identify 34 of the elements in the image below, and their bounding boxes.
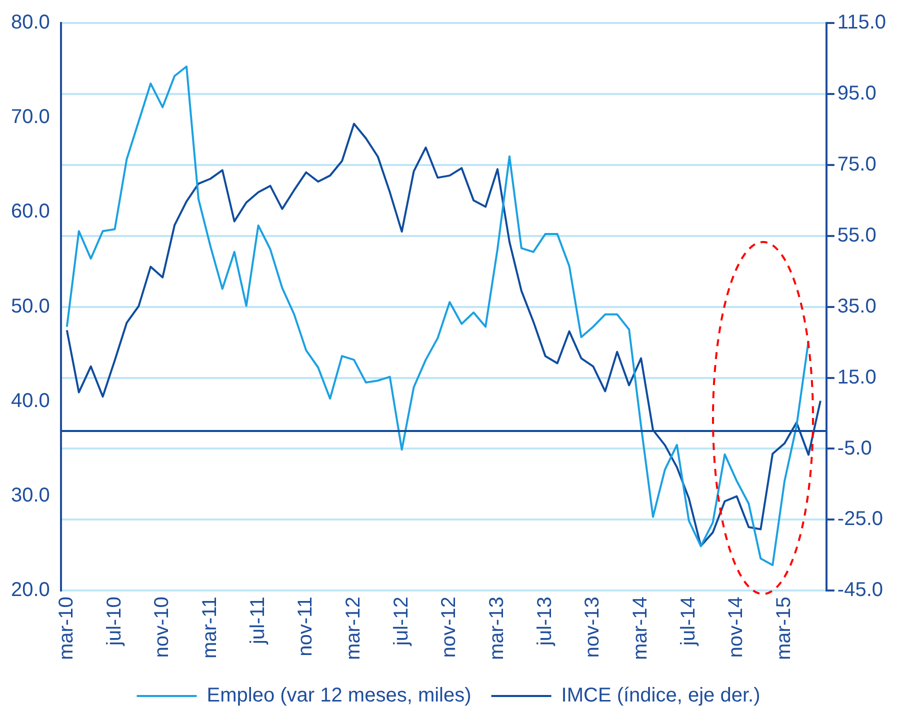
x-tick-label: jul-14 xyxy=(677,596,700,647)
y2-tick-label: -45.0 xyxy=(837,579,884,602)
y2-tick-label: -5.0 xyxy=(837,437,872,460)
y-tick-label: 30.0 xyxy=(10,484,50,507)
y2-tick-label: -25.0 xyxy=(837,508,884,530)
y2-tick-label: 95.0 xyxy=(837,82,876,104)
x-tick-label: nov-13 xyxy=(582,596,604,658)
x-tick-label: jul-12 xyxy=(390,596,412,647)
x-tick-label: mar-10 xyxy=(55,596,78,660)
y2-tick-label: 115.0 xyxy=(837,12,886,34)
y-tick-label: 20.0 xyxy=(10,579,50,602)
y2-tick-label: 75.0 xyxy=(837,153,876,176)
x-tick-label: nov-11 xyxy=(294,596,317,656)
x-tick-label: nov-12 xyxy=(438,596,460,658)
x-tick-label: jul-10 xyxy=(103,596,126,647)
x-tick-label: nov-14 xyxy=(725,596,748,658)
y-tick-label: 40.0 xyxy=(10,390,50,412)
x-tick-label: jul-11 xyxy=(246,596,269,646)
legend-label: IMCE (índice, eje der.) xyxy=(561,684,760,707)
y-tick-label: 60.0 xyxy=(10,200,50,223)
legend-label: Empleo (var 12 meses, miles) xyxy=(206,684,472,707)
y2-tick-label: 35.0 xyxy=(837,295,876,318)
x-tick-label: mar-15 xyxy=(773,596,796,660)
x-tick-label: mar-13 xyxy=(486,596,508,660)
y2-tick-label: 55.0 xyxy=(837,224,876,246)
x-tick-label: mar-11 xyxy=(198,596,221,659)
y-tick-label: 70.0 xyxy=(10,106,50,128)
x-tick-label: jul-13 xyxy=(534,596,556,647)
y2-tick-label: 15.0 xyxy=(837,366,876,388)
x-tick-label: mar-14 xyxy=(630,596,652,660)
y-tick-label: 50.0 xyxy=(10,295,50,318)
x-tick-label: mar-12 xyxy=(342,596,364,660)
x-tick-label: nov-10 xyxy=(151,596,174,658)
y-tick-label: 80.0 xyxy=(10,12,50,34)
